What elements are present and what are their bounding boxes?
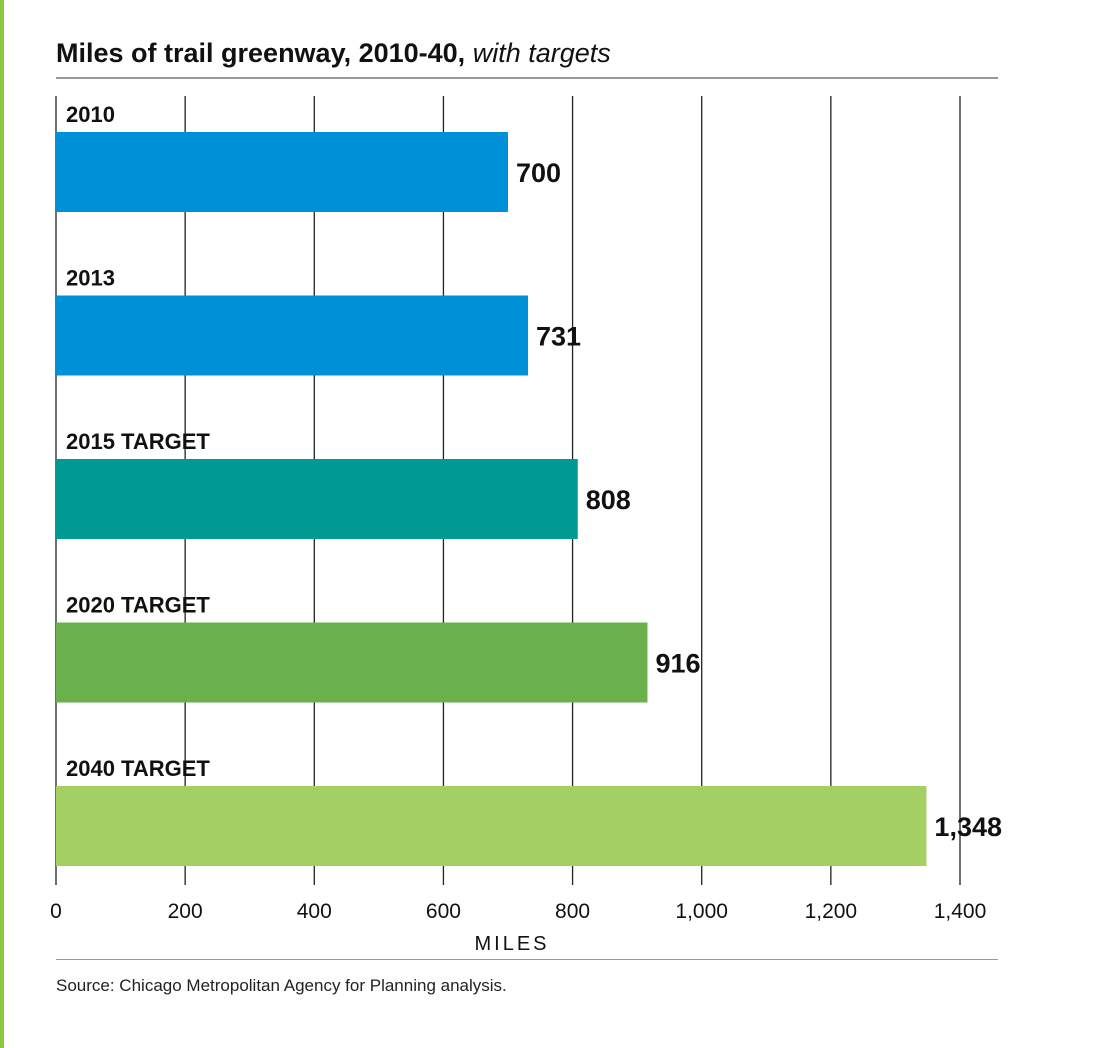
x-tick-label: 800 (555, 900, 590, 923)
chart-subtitle: with targets (472, 38, 611, 68)
chart-title-main: Miles of trail greenway, 2010-40, (56, 38, 466, 68)
x-tick-label: 1,000 (675, 900, 728, 923)
x-axis-label: MILES (474, 933, 549, 955)
category-label: 2013 (66, 266, 115, 291)
x-tick-label: 0 (50, 900, 62, 923)
chart-title: Miles of trail greenway, 2010-40, with t… (56, 38, 611, 69)
category-label: 2010 (66, 102, 115, 127)
value-label: 808 (586, 485, 631, 515)
bar (56, 295, 529, 376)
bar-chart: 2010 700 2013 731 2015 TARGET 808 2020 TARGET 9… (50, 77, 1002, 960)
x-tick-label: 200 (168, 900, 203, 923)
x-tick-label: 1,200 (805, 900, 858, 923)
value-label: 1,348 (934, 812, 1002, 842)
bar (56, 459, 578, 539)
value-label: 731 (536, 322, 581, 352)
x-tick-label: 400 (297, 900, 332, 923)
category-label: 2040 TARGET (66, 756, 210, 781)
category-label: 2020 TARGET (66, 593, 210, 618)
bar (56, 786, 927, 866)
category-label: 2015 TARGET (66, 429, 210, 454)
source-note: Source: Chicago Metropolitan Agency for … (56, 976, 507, 995)
left-accent-rule (0, 0, 4, 1048)
x-tick-label: 600 (426, 900, 461, 923)
value-label: 916 (655, 649, 700, 679)
bar (56, 622, 648, 703)
value-label: 700 (516, 158, 561, 188)
x-tick-label: 1,400 (934, 900, 987, 923)
bar (56, 132, 508, 212)
